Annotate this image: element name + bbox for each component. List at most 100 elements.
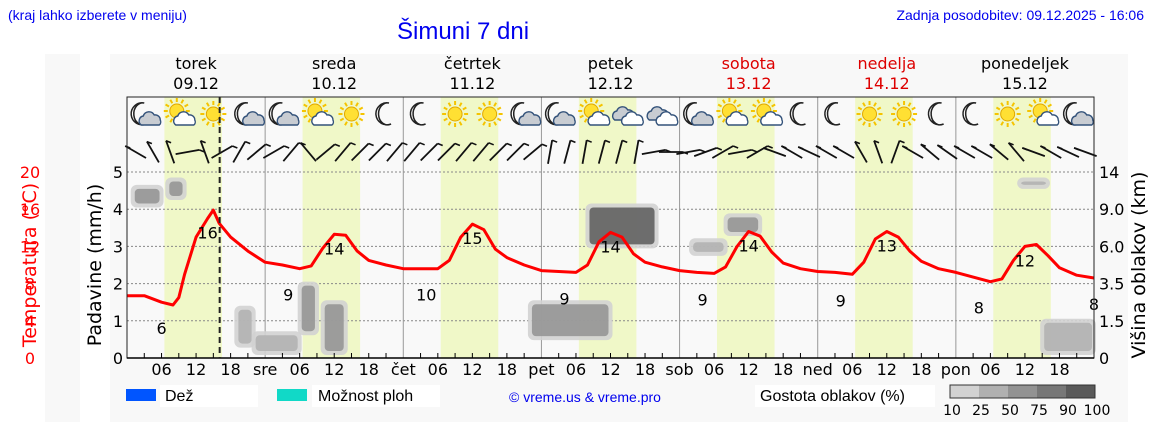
wind-barb bbox=[711, 145, 734, 159]
moon-icon bbox=[789, 102, 806, 126]
hour-label: 06 bbox=[428, 360, 448, 379]
day-name: torek bbox=[175, 54, 217, 73]
sun-icon bbox=[856, 101, 883, 127]
temperature-label: 14 bbox=[738, 237, 758, 256]
wind-barb bbox=[890, 140, 901, 164]
sun-icon bbox=[578, 98, 605, 124]
daylight-band bbox=[855, 97, 913, 358]
moon-icon bbox=[962, 102, 979, 126]
sun-cloud-icon bbox=[750, 98, 784, 126]
hour-label: 18 bbox=[359, 360, 379, 379]
sun-cloud-icon bbox=[716, 98, 749, 126]
sun-icon bbox=[338, 101, 365, 127]
moon-cloud-icon bbox=[268, 102, 300, 126]
cloud-icon bbox=[138, 111, 162, 126]
day-date: 13.12 bbox=[726, 74, 772, 93]
day-name: nedelja bbox=[857, 54, 916, 73]
legend: Dež Možnost ploh © vreme.us & vreme.pro Gos… bbox=[126, 384, 1110, 419]
wind-barb bbox=[989, 143, 1009, 161]
moon-icon bbox=[409, 102, 426, 126]
hour-label: 18 bbox=[1049, 360, 1069, 379]
hour-label: 06 bbox=[289, 360, 309, 379]
day-name: četrtek bbox=[444, 54, 502, 73]
wind-barb bbox=[246, 143, 267, 161]
wind-barb bbox=[615, 140, 624, 164]
temperature-label: 9 bbox=[836, 291, 846, 310]
cloud-icon bbox=[587, 111, 611, 126]
wind-barb bbox=[597, 140, 606, 164]
hour-label: 18 bbox=[773, 360, 793, 379]
cloud-icon bbox=[646, 106, 679, 126]
cloud-icon bbox=[173, 111, 196, 126]
cloud-density-tick: 90 bbox=[1059, 403, 1077, 419]
copyright-link[interactable]: © vreme.us & vreme.pro bbox=[509, 389, 661, 405]
cloud-icon bbox=[518, 111, 542, 126]
wind-barb bbox=[489, 142, 508, 162]
temperature-tick: 4 bbox=[25, 312, 35, 331]
precip-tick: 2 bbox=[113, 275, 123, 294]
cloud-icon bbox=[1036, 111, 1060, 126]
temperature-axis-panel bbox=[45, 54, 80, 422]
moon-cloud-icon bbox=[682, 102, 714, 126]
wind-barb bbox=[523, 143, 543, 161]
moon-cloud-icon bbox=[130, 102, 162, 126]
wind-barb bbox=[676, 149, 701, 155]
wind-barb bbox=[165, 140, 176, 164]
cloud-height-tick: 9.0 bbox=[1099, 200, 1124, 219]
wind-barb bbox=[873, 140, 884, 164]
hour-label: 12 bbox=[1015, 360, 1035, 379]
cloud-icon bbox=[691, 111, 714, 126]
hour-label: 18 bbox=[635, 360, 655, 379]
moon-cloud-icon bbox=[1062, 102, 1094, 126]
cloud-height-tick: 0 bbox=[1099, 349, 1109, 368]
cloud-icon bbox=[552, 111, 576, 126]
cloud-icon bbox=[276, 111, 300, 126]
temperature-tick: 8 bbox=[25, 275, 35, 294]
temperature-label: 14 bbox=[324, 239, 344, 258]
temperature-label: 10 bbox=[416, 286, 436, 305]
cloud-icon bbox=[760, 111, 784, 126]
moon-icon bbox=[824, 102, 841, 126]
moon-icon bbox=[409, 102, 426, 126]
weather-icons-row bbox=[130, 98, 1094, 127]
temperature-label: 9 bbox=[698, 290, 708, 309]
hour-label: 18 bbox=[497, 360, 517, 379]
hour-label: 06 bbox=[566, 360, 586, 379]
wind-barb bbox=[146, 141, 160, 163]
day-date: 14.12 bbox=[864, 74, 910, 93]
wind-barb bbox=[563, 140, 572, 164]
wind-barb bbox=[420, 142, 439, 162]
daylight-band bbox=[164, 97, 222, 358]
cloud-density-tick: 10 bbox=[943, 403, 961, 419]
day-abbr-label: čet bbox=[391, 360, 416, 379]
sun-icon bbox=[476, 101, 503, 127]
sun-cloud-icon bbox=[578, 98, 611, 126]
precip-tick: 0 bbox=[113, 349, 123, 368]
moon-cloud-icon bbox=[510, 102, 542, 126]
temperature-label: 8 bbox=[974, 299, 984, 318]
wind-barb bbox=[299, 142, 317, 162]
day-date: 12.12 bbox=[588, 74, 634, 93]
sun-icon bbox=[994, 101, 1021, 127]
temperature-label: 14 bbox=[600, 237, 620, 256]
hour-label: 12 bbox=[877, 360, 897, 379]
precip-tick: 4 bbox=[113, 200, 123, 219]
hour-label: 18 bbox=[911, 360, 931, 379]
wind-barb bbox=[455, 142, 473, 162]
day-name: sreda bbox=[312, 54, 356, 73]
day-abbr-label: pet bbox=[528, 360, 554, 379]
grid-lines bbox=[127, 97, 1094, 358]
wind-barb bbox=[633, 140, 640, 164]
wind-barb bbox=[211, 145, 233, 159]
wind-barb bbox=[315, 143, 336, 161]
wind-barb bbox=[547, 140, 554, 164]
wind-barb bbox=[282, 142, 300, 162]
sun-icon bbox=[200, 101, 227, 127]
moon-icon bbox=[824, 102, 841, 126]
temperature-tick: 20 bbox=[20, 163, 40, 182]
day-name: petek bbox=[588, 54, 634, 73]
cloud-density-tick: 50 bbox=[1001, 403, 1019, 419]
day-date: 09.12 bbox=[173, 74, 219, 93]
